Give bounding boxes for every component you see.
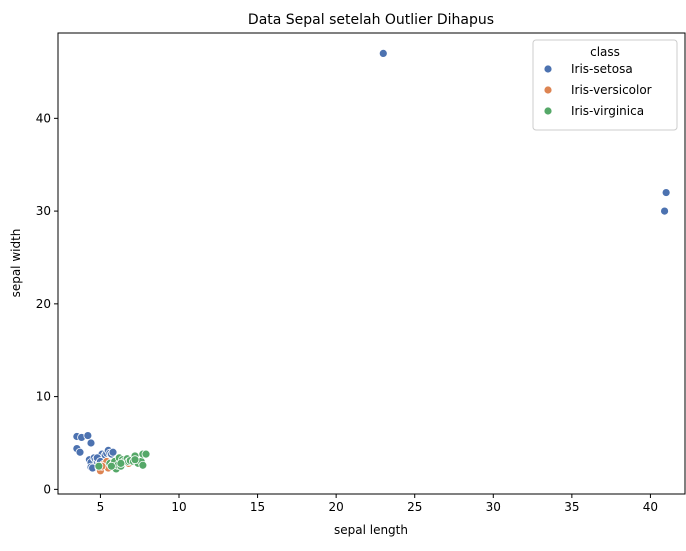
x-tick-label: 10 (171, 500, 186, 514)
point-iris-virginica (116, 458, 126, 468)
x-tick-label: 20 (329, 500, 344, 514)
x-axis-label: sepal length (334, 523, 408, 537)
point-iris-virginica (107, 461, 116, 471)
y-tick-label: 20 (36, 297, 51, 311)
point-iris-virginica (138, 460, 148, 470)
x-axis-ticks: 5 10 15 20 25 30 35 40 (97, 494, 658, 514)
point-iris-virginica (141, 449, 151, 459)
y-tick-label: 10 (36, 390, 51, 404)
y-tick-label: 0 (43, 482, 51, 496)
point-iris-setosa (86, 438, 96, 448)
legend-marker (543, 64, 553, 74)
legend-label: Iris-setosa (571, 62, 633, 76)
legend: class Iris-setosa Iris-versicolor Iris-vir… (532, 39, 678, 131)
chart-title: Data Sepal setelah Outlier Dihapus (248, 12, 494, 28)
legend-label: Iris-virginica (571, 104, 644, 118)
point-iris-virginica (130, 455, 140, 465)
y-axis-label: sepal width (9, 229, 23, 298)
point-iris-setosa (660, 206, 669, 216)
legend-items: Iris-setosa Iris-versicolor Iris-virginica (543, 62, 652, 118)
point-iris-setosa (661, 188, 671, 197)
plot-area (57, 32, 686, 495)
point-iris-setosa (108, 447, 118, 457)
legend-box (532, 39, 678, 131)
y-tick-label: 40 (36, 111, 51, 125)
x-tick-label: 15 (250, 500, 265, 514)
x-tick-label: 25 (407, 500, 422, 514)
legend-label: Iris-versicolor (571, 83, 652, 97)
y-axis-ticks: 0 10 20 30 40 (36, 111, 58, 496)
legend-marker (543, 106, 553, 116)
point-iris-setosa (378, 49, 388, 58)
x-tick-label: 35 (564, 500, 579, 514)
point-iris-setosa (83, 431, 93, 440)
x-tick-label: 5 (97, 500, 105, 514)
point-iris-setosa (75, 447, 85, 457)
legend-marker (543, 85, 553, 95)
data-points (72, 49, 671, 476)
legend-title: class (590, 45, 620, 59)
y-tick-label: 30 (36, 204, 51, 218)
x-tick-label: 40 (643, 500, 658, 514)
x-tick-label: 30 (486, 500, 501, 514)
point-iris-virginica (94, 461, 104, 471)
